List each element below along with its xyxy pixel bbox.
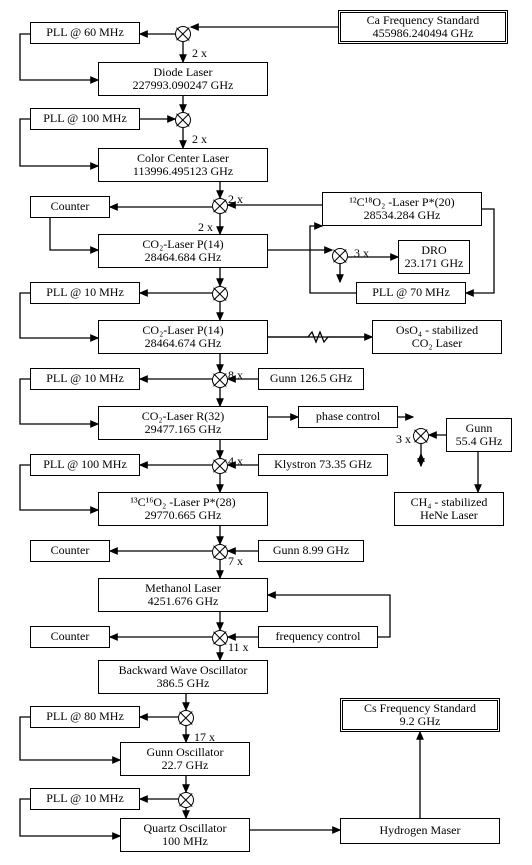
node-pll60: PLL @ 60 MHz bbox=[30, 22, 140, 44]
mixer-m6 bbox=[212, 372, 228, 388]
node-co2r32: CO₂-Laser R(32)29477.165 GHz bbox=[98, 406, 268, 440]
label-x3a: 3 x bbox=[354, 246, 369, 261]
mixer-m11 bbox=[178, 710, 194, 726]
label-x2a: 2 x bbox=[192, 46, 207, 61]
node-bwo: Backward Wave Oscillator386.5 GHz bbox=[98, 660, 268, 694]
label-x4: 4 x bbox=[228, 454, 243, 469]
node-c18o2-line2: 28534.284 GHz bbox=[364, 209, 441, 222]
node-oso4: OsO₄ - stabilizedCO₂ Laser bbox=[372, 320, 502, 354]
node-methanol-line2: 4251.676 GHz bbox=[148, 595, 219, 608]
node-counter2-line1: Counter bbox=[51, 544, 90, 557]
node-counter1-line1: Counter bbox=[51, 200, 90, 213]
node-gunnosc-line2: 22.7 GHz bbox=[162, 759, 209, 772]
node-counter3-line1: Counter bbox=[51, 630, 90, 643]
node-klystron-line1: Klystron 73.35 GHz bbox=[274, 458, 372, 471]
node-pll10c-line1: PLL @ 10 MHz bbox=[46, 792, 124, 805]
node-color: Color Center Laser113996.495123 GHz bbox=[98, 148, 268, 182]
node-c16o2: ¹³C¹⁶O₂ -Laser P*(28)29770.665 GHz bbox=[98, 492, 268, 526]
node-pll80: PLL @ 80 MHz bbox=[30, 706, 140, 728]
node-freqctl-line1: frequency control bbox=[276, 630, 361, 643]
node-gunn126: Gunn 126.5 GHz bbox=[258, 368, 364, 390]
node-quartz: Quartz Oscillator100 MHz bbox=[120, 818, 250, 852]
wire-12 bbox=[50, 218, 98, 250]
node-counter1: Counter bbox=[30, 196, 110, 218]
node-quartz-line2: 100 MHz bbox=[162, 835, 208, 848]
mixer-m3 bbox=[212, 198, 228, 214]
node-co2r32-line2: 29477.165 GHz bbox=[145, 423, 222, 436]
node-klystron: Klystron 73.35 GHz bbox=[258, 454, 388, 476]
node-pll80-line1: PLL @ 80 MHz bbox=[46, 710, 124, 723]
node-pll60-line1: PLL @ 60 MHz bbox=[46, 26, 124, 39]
mixer-m2 bbox=[175, 112, 191, 128]
node-pll10b: PLL @ 10 MHz bbox=[30, 368, 140, 390]
node-co2b: CO₂-Laser P(14)28464.674 GHz bbox=[98, 320, 268, 354]
node-pll100b-line1: PLL @ 100 MHz bbox=[43, 458, 127, 471]
node-bwo-line2: 386.5 GHz bbox=[157, 677, 210, 690]
node-ca_std: Ca Frequency Standard455986.240494 GHz bbox=[338, 10, 508, 44]
node-dro: DRO23.171 GHz bbox=[398, 240, 470, 274]
label-x7: 7 x bbox=[228, 554, 243, 569]
node-gunn126-line1: Gunn 126.5 GHz bbox=[270, 372, 352, 385]
node-gunnosc: Gunn Oscillator22.7 GHz bbox=[120, 742, 250, 776]
node-co2a: CO₂-Laser P(14)28464.684 GHz bbox=[98, 234, 268, 268]
node-cs_std: Cs Frequency Standard9.2 GHz bbox=[340, 698, 500, 732]
node-pll10a: PLL @ 10 MHz bbox=[30, 282, 140, 304]
node-phasectl-line1: phase control bbox=[316, 410, 380, 423]
node-freqctl: frequency control bbox=[258, 626, 378, 648]
mixer-m4 bbox=[212, 286, 228, 302]
label-x2d: 2 x bbox=[198, 220, 213, 235]
mixer-m7 bbox=[413, 428, 429, 444]
node-pll70-line1: PLL @ 70 MHz bbox=[372, 286, 450, 299]
node-hmaser: Hydrogen Maser bbox=[340, 818, 500, 844]
zigzag-connector bbox=[268, 332, 372, 342]
mixer-m12 bbox=[178, 792, 194, 808]
mixer-m5 bbox=[332, 248, 348, 264]
node-gunn55-line2: 55.4 GHz bbox=[456, 435, 503, 448]
node-ch4-line2: HeNe Laser bbox=[420, 509, 478, 522]
mixer-m1 bbox=[175, 26, 191, 42]
node-color-line2: 113996.495123 GHz bbox=[133, 165, 233, 178]
node-pll100a-line1: PLL @ 100 MHz bbox=[43, 112, 127, 125]
label-x2c: 2 x bbox=[228, 192, 243, 207]
node-ca_std-line2: 455986.240494 GHz bbox=[373, 27, 474, 40]
node-diode-line2: 227993.090247 GHz bbox=[133, 79, 234, 92]
node-phasectl: phase control bbox=[298, 406, 398, 428]
node-pll100a: PLL @ 100 MHz bbox=[30, 108, 140, 130]
node-gunn55: Gunn55.4 GHz bbox=[446, 418, 512, 452]
node-gunn9-line1: Gunn 8.99 GHz bbox=[273, 544, 349, 557]
node-pll10b-line1: PLL @ 10 MHz bbox=[46, 372, 124, 385]
node-hmaser-line1: Hydrogen Maser bbox=[380, 824, 461, 837]
node-diode: Diode Laser227993.090247 GHz bbox=[98, 62, 268, 96]
node-c16o2-line2: 29770.665 GHz bbox=[145, 509, 222, 522]
node-pll70: PLL @ 70 MHz bbox=[356, 282, 466, 304]
label-x8: 8 x bbox=[228, 368, 243, 383]
node-cs_std-line2: 9.2 GHz bbox=[400, 715, 441, 728]
node-co2b-line2: 28464.674 GHz bbox=[145, 337, 222, 350]
node-counter3: Counter bbox=[30, 626, 110, 648]
node-pll100b: PLL @ 100 MHz bbox=[30, 454, 140, 476]
node-pll10c: PLL @ 10 MHz bbox=[30, 788, 140, 810]
node-dro-line2: 23.171 GHz bbox=[405, 257, 464, 270]
label-x2b: 2 x bbox=[192, 132, 207, 147]
node-counter2: Counter bbox=[30, 540, 110, 562]
frequency-chain-diagram: Ca Frequency Standard455986.240494 GHz PL… bbox=[0, 0, 532, 865]
node-c18o2: ¹²C¹⁸O₂ -Laser P*(20)28534.284 GHz bbox=[322, 192, 482, 226]
node-oso4-line2: CO₂ Laser bbox=[412, 337, 463, 350]
node-gunn9: Gunn 8.99 GHz bbox=[258, 540, 364, 562]
mixer-m8 bbox=[212, 458, 228, 474]
label-x17: 17 x bbox=[194, 730, 215, 745]
node-co2a-line2: 28464.684 GHz bbox=[145, 251, 222, 264]
node-pll10a-line1: PLL @ 10 MHz bbox=[46, 286, 124, 299]
label-x3b: 3 x bbox=[396, 432, 411, 447]
node-methanol: Methanol Laser4251.676 GHz bbox=[98, 578, 268, 612]
mixer-m9 bbox=[212, 544, 228, 560]
mixer-m10 bbox=[212, 630, 228, 646]
label-x11: 11 x bbox=[228, 640, 249, 655]
node-ch4: CH₄ - stabilizedHeNe Laser bbox=[394, 492, 504, 526]
